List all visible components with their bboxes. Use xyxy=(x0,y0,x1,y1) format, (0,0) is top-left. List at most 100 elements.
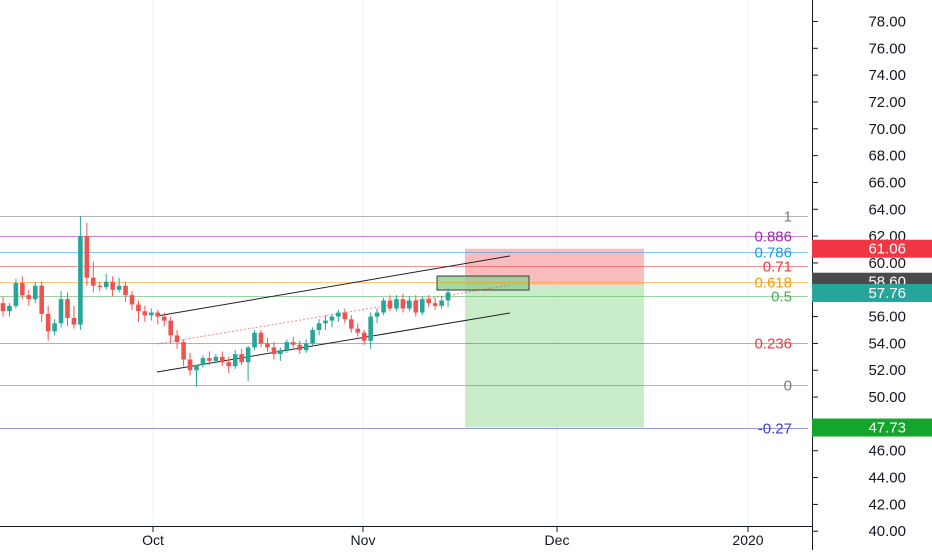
time-tick-label: 2020 xyxy=(732,532,763,548)
candle-body xyxy=(168,320,173,336)
candle-body xyxy=(265,343,270,348)
price-tag-label: 57.76 xyxy=(868,285,906,302)
candle-body xyxy=(26,295,32,300)
candle-body xyxy=(194,364,199,371)
candle-body xyxy=(432,303,438,306)
price-tick-label: 66.00 xyxy=(868,174,906,191)
fib-level-label: -0.27 xyxy=(758,421,792,438)
candle-body xyxy=(355,328,361,333)
time-tick-label: Dec xyxy=(545,532,570,548)
candle-body xyxy=(123,285,128,296)
candle-body xyxy=(252,332,257,348)
fib-level-label: 0.236 xyxy=(754,336,792,353)
candle-body xyxy=(361,332,367,341)
candle-body xyxy=(13,283,19,306)
candle-body xyxy=(381,300,386,313)
price-tick-label: 76.00 xyxy=(868,40,906,57)
price-tick-label: 68.00 xyxy=(868,148,906,165)
candle-body xyxy=(20,283,25,296)
time-axis[interactable]: Oct Nov Dec 2020 xyxy=(0,526,812,550)
candle-body xyxy=(400,299,406,309)
price-tick-label: 46.00 xyxy=(868,443,906,460)
candle-body xyxy=(149,312,154,316)
candle-body xyxy=(271,347,277,355)
price-tick-label: 52.00 xyxy=(868,362,906,379)
candle-body xyxy=(239,354,244,363)
price-tick-label: 56.00 xyxy=(868,309,906,326)
fib-level-label: 0 xyxy=(784,378,792,395)
candle-body xyxy=(116,285,122,290)
candle-body xyxy=(161,316,167,321)
price-axis[interactable]: 40.0042.0044.0046.0048.0050.0052.0054.00… xyxy=(812,0,932,550)
short-position-tool[interactable] xyxy=(436,248,644,428)
candlestick-series xyxy=(0,215,451,387)
candle-body xyxy=(349,319,354,329)
time-tick-label: Nov xyxy=(351,532,376,548)
time-tick-label: Oct xyxy=(142,532,164,548)
price-tick-label: 54.00 xyxy=(868,335,906,352)
candle-body xyxy=(297,344,302,351)
entry-zone-box[interactable] xyxy=(436,275,530,291)
candle-body xyxy=(181,342,186,360)
price-tick-label: 72.00 xyxy=(868,94,906,111)
candle-body xyxy=(39,285,44,314)
candle-body xyxy=(303,343,309,351)
price-tag[interactable] xyxy=(812,418,932,437)
price-tick-label: 60.00 xyxy=(868,255,906,272)
candle-body xyxy=(426,299,431,304)
candle-body xyxy=(129,295,135,305)
price-tag[interactable] xyxy=(812,283,932,302)
fib-level-label: 1 xyxy=(784,209,792,226)
candle-body xyxy=(207,358,212,361)
candle-body xyxy=(187,359,193,371)
candle-body xyxy=(310,330,315,344)
candle-body xyxy=(213,356,219,361)
candle-body xyxy=(84,236,90,278)
price-tag-label: 47.73 xyxy=(868,420,906,437)
candle-body xyxy=(258,332,264,344)
candle-body xyxy=(103,281,109,288)
candle-body xyxy=(439,300,444,306)
candle-body xyxy=(220,356,225,363)
candle-body xyxy=(97,285,103,288)
candle-body xyxy=(200,358,206,365)
fib-level-label: 0.5 xyxy=(771,289,792,306)
price-tag-label: 61.06 xyxy=(868,241,906,258)
candle-body xyxy=(245,347,251,363)
price-tick-label: 70.00 xyxy=(868,121,906,138)
candle-body xyxy=(65,299,70,318)
take-profit-zone[interactable] xyxy=(465,285,644,428)
candle-body xyxy=(419,299,425,313)
candle-body xyxy=(284,342,290,351)
candle-body xyxy=(336,312,341,317)
candle-body xyxy=(368,316,373,341)
candle-body xyxy=(155,312,161,317)
candle-body xyxy=(78,236,83,325)
price-tick-label: 50.00 xyxy=(868,389,906,406)
price-tick-label: 78.00 xyxy=(868,13,906,30)
candle-body xyxy=(174,335,180,343)
candle-body xyxy=(91,277,96,286)
candle-body xyxy=(394,299,399,309)
candle-body xyxy=(58,299,64,324)
candle-body xyxy=(329,316,335,321)
time-axis-background xyxy=(0,526,812,550)
candle-body xyxy=(52,323,57,332)
candle-body xyxy=(226,362,232,367)
candle-body xyxy=(407,300,412,309)
channel-upper-line[interactable] xyxy=(156,255,511,317)
candle-body xyxy=(387,300,393,309)
candle-body xyxy=(0,303,6,312)
candle-body xyxy=(278,350,283,355)
price-tick-label: 64.00 xyxy=(868,201,906,218)
fib-level-label: 0.618 xyxy=(754,275,792,292)
candle-body xyxy=(413,300,419,313)
candle-body xyxy=(374,312,380,317)
candle-body xyxy=(342,312,348,320)
price-tag[interactable] xyxy=(812,239,932,258)
candle-body xyxy=(323,320,328,324)
candle-body xyxy=(32,285,38,300)
